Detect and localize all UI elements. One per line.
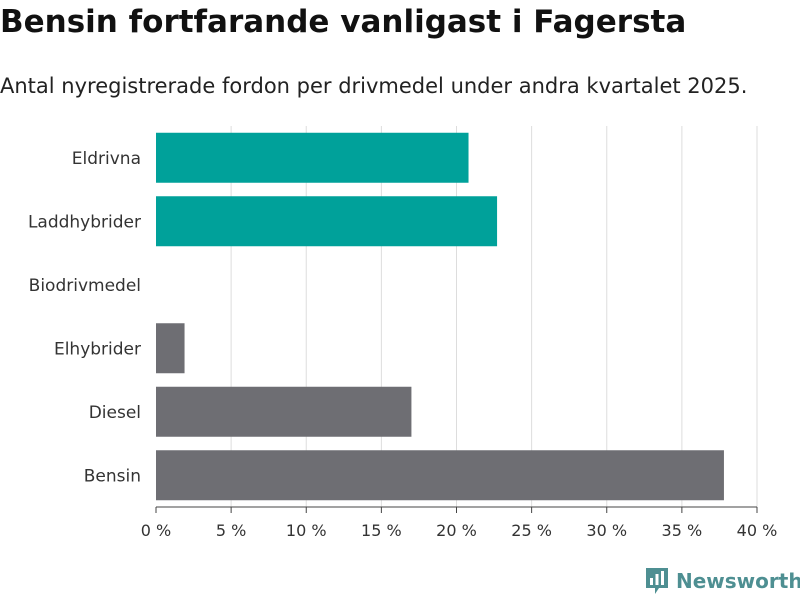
x-tick-label: 25 % (511, 521, 552, 540)
brand-name: Newsworthy (676, 569, 800, 593)
bar (156, 132, 469, 183)
x-tick-label: 30 % (586, 521, 627, 540)
category-label: Laddhybrider (28, 212, 141, 232)
x-tick-label: 5 % (216, 521, 246, 540)
grid-lines (230, 126, 758, 507)
x-axis: 0 % 5 % 10 % 15 % 20 % 25 % 30 % 35 % 40 % (141, 506, 778, 540)
category-label: Biodrivmedel (29, 276, 141, 296)
bar (156, 323, 185, 374)
bar-chart-logo-icon (646, 568, 668, 594)
x-tick-label: 20 % (436, 521, 477, 540)
bar (156, 386, 412, 437)
x-tick-label: 35 % (662, 521, 703, 540)
category-label: Eldrivna (72, 149, 141, 169)
category-label: Diesel (89, 403, 141, 423)
x-tick-label: 15 % (361, 521, 402, 540)
brand-logo: Newsworthy (644, 566, 800, 596)
bars (156, 132, 724, 501)
x-tick-label: 0 % (141, 521, 171, 540)
category-label: Bensin (84, 466, 141, 486)
chart-title: Bensin fortfarande vanligast i Fagersta (0, 4, 687, 40)
bar (156, 196, 498, 247)
category-labels: Eldrivna Laddhybrider Biodrivmedel Elhybrid… (28, 149, 141, 487)
x-tick-label: 10 % (286, 521, 327, 540)
x-tick-label: 40 % (737, 521, 778, 540)
category-label: Elhybrider (54, 339, 141, 359)
chart-subtitle: Antal nyregistrerade fordon per drivmede… (0, 74, 748, 98)
bar (156, 450, 724, 501)
